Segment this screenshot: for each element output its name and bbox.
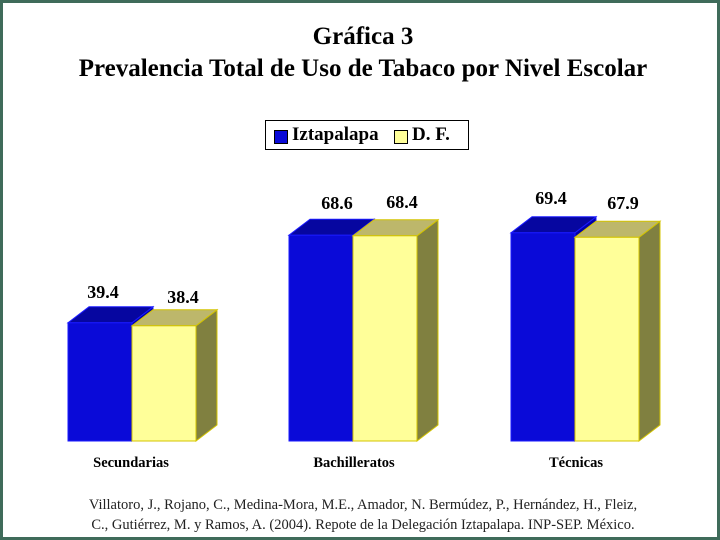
value-label-iztapalapa-bachilleratos: 68.6 bbox=[321, 193, 353, 213]
bar-iztapalapa-secundarias-front bbox=[67, 322, 133, 442]
bar-d-f-secundarias-front bbox=[131, 325, 197, 442]
bar-d-f-bachilleratos-side bbox=[416, 218, 439, 443]
title-line-2: Prevalencia Total de Uso de Tabaco por N… bbox=[78, 55, 648, 82]
bar-d-f-t-cnicas bbox=[573, 220, 662, 443]
footnote-line-1: Villatoro, J., Rojano, C., Medina-Mora, … bbox=[88, 497, 638, 513]
legend-label-iztapalapa: Iztapalapa bbox=[292, 124, 379, 145]
category-label-t-cnicas: Técnicas bbox=[549, 455, 603, 471]
title-line-1: Gráfica 3 bbox=[312, 23, 414, 50]
source-footnote: Villatoro, J., Rojano, C., Medina-Mora, … bbox=[33, 495, 693, 535]
chart-title: Gráfica 3 Prevalencia Total de Uso de Ta… bbox=[3, 21, 720, 85]
legend-label-df: D. F. bbox=[412, 124, 450, 145]
footnote-line-2: C., Gutiérrez, M. y Ramos, A. (2004). Re… bbox=[91, 517, 635, 533]
legend-swatch-df bbox=[394, 130, 408, 144]
bar-d-f-t-cnicas-front bbox=[574, 236, 640, 442]
category-label-secundarias: Secundarias bbox=[93, 455, 169, 471]
bar-d-f-t-cnicas-side bbox=[638, 220, 661, 443]
value-label-iztapalapa-t-cnicas: 69.4 bbox=[535, 188, 567, 208]
legend-swatch-iztapalapa bbox=[274, 130, 288, 144]
bar-iztapalapa-t-cnicas-front bbox=[510, 232, 576, 442]
bar-d-f-bachilleratos-front bbox=[352, 235, 418, 442]
bar-d-f-bachilleratos bbox=[351, 218, 440, 443]
value-label-d-f-secundarias: 38.4 bbox=[167, 287, 199, 307]
category-label-bachilleratos: Bachilleratos bbox=[313, 455, 395, 471]
value-label-d-f-bachilleratos: 68.4 bbox=[386, 192, 418, 212]
value-label-d-f-t-cnicas: 67.9 bbox=[607, 193, 639, 213]
legend: Iztapalapa D. F. bbox=[265, 120, 469, 150]
bar-iztapalapa-bachilleratos-front bbox=[288, 234, 354, 442]
bar-d-f-secundarias-side bbox=[195, 308, 218, 443]
bar-d-f-secundarias bbox=[130, 308, 219, 443]
value-label-iztapalapa-secundarias: 39.4 bbox=[87, 282, 119, 302]
